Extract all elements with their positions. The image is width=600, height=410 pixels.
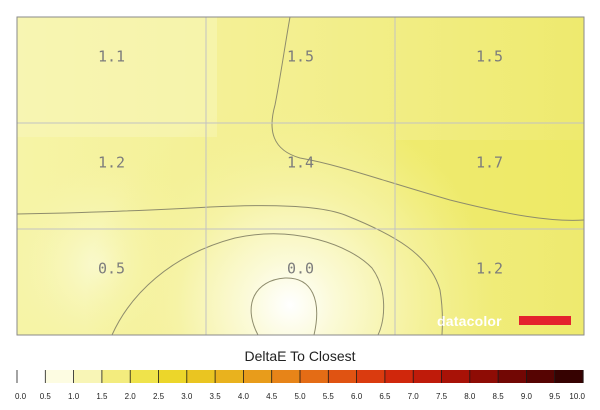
colorbar-ticks: [16, 370, 584, 383]
colorbar-tick-label: 5.0: [294, 392, 306, 401]
cell-value-label: 1.2: [476, 260, 503, 278]
datacolor-logo: datacolor: [437, 313, 571, 329]
cell-value-label: 0.0: [287, 260, 314, 278]
colorbar-swatch: [271, 370, 301, 383]
colorbar-tick-label: 3.0: [181, 392, 193, 401]
colorbar-tick-label: 4.0: [238, 392, 250, 401]
colorbar-swatch: [328, 370, 358, 383]
colorbar-tick-labels: 0.0 0.5 1.0 1.5 2.0 2.5 3.0 3.5 4.0 4.5 5.0 5.5 6.0 6…: [15, 392, 586, 401]
logo-text: datacolor: [437, 313, 502, 329]
contour-line: [17, 205, 443, 335]
colorbar-swatches: [17, 370, 584, 383]
logo-red-bar: [519, 316, 571, 325]
colorbar-tick-label: 5.5: [323, 392, 335, 401]
colorbar-tick-label: 9.0: [521, 392, 533, 401]
colorbar-swatch: [384, 370, 414, 383]
colorbar-tick-label: 0.5: [40, 392, 52, 401]
colorbar-tick-label: 2.5: [153, 392, 165, 401]
cell-value-label: 1.1: [98, 48, 125, 66]
colorbar-tick-label: 1.0: [68, 392, 80, 401]
contour-line: [111, 233, 385, 335]
colorbar-tick-label: 6.5: [379, 392, 391, 401]
colorbar-tick-label: 2.0: [125, 392, 137, 401]
cell-value-label: 1.7: [476, 154, 503, 172]
colorbar-swatch: [186, 370, 216, 383]
colorbar-swatch: [158, 370, 188, 383]
cell-value-label: 1.5: [476, 48, 503, 66]
colorbar-tick-label: 7.5: [436, 392, 448, 401]
cell-value-label: 1.4: [287, 154, 314, 172]
colorbar-swatch: [441, 370, 471, 383]
cell-value-label: 0.5: [98, 260, 125, 278]
colorbar-swatch: [356, 370, 386, 383]
colorbar-swatch: [73, 370, 103, 383]
colorbar-swatch: [469, 370, 499, 383]
colorbar-swatch: [243, 370, 273, 383]
colorbar-swatch: [498, 370, 527, 383]
cell-value-label: 1.5: [287, 48, 314, 66]
colorbar-swatch: [45, 370, 75, 383]
colorbar-tick-label: 6.0: [351, 392, 363, 401]
colorbar-tick-label: 3.5: [210, 392, 222, 401]
colorbar-swatch: [101, 370, 131, 383]
colorbar: 0.0 0.5 1.0 1.5 2.0 2.5 3.0 3.5 4.0 4.5 5.0 5.5 6.0 6…: [15, 370, 586, 401]
cell-value-label: 1.2: [98, 154, 125, 172]
colorbar-swatch: [17, 370, 46, 383]
colorbar-tick-label: 9.5: [549, 392, 561, 401]
plot-frame: [16, 16, 585, 336]
colorbar-swatch: [300, 370, 329, 383]
heatmap-center-glow: [17, 17, 584, 335]
contour-lines: [17, 17, 584, 335]
colorbar-tick-label: 4.5: [266, 392, 278, 401]
colorbar-tick-label: 1.5: [96, 392, 108, 401]
grid-lines: [17, 17, 584, 335]
colorbar-tick-label: 10.0: [569, 392, 585, 401]
contour-line: [250, 277, 318, 335]
heatmap-plot-area: 1.1 1.5 1.5 1.2 1.4 1.7 0.5 0.0 1.2 datacolor: [16, 16, 585, 336]
colorbar-swatch: [130, 370, 160, 383]
colorbar-swatch: [526, 370, 556, 383]
cell-labels: 1.1 1.5 1.5 1.2 1.4 1.7 0.5 0.0 1.2: [98, 48, 503, 278]
colorbar-tick-label: 8.5: [493, 392, 505, 401]
colorbar-tick-label: 7.0: [408, 392, 420, 401]
colorbar-tick-label: 0.0: [15, 392, 27, 401]
colorbar-swatch: [554, 370, 584, 383]
colorbar-swatch: [413, 370, 443, 383]
contour-line: [271, 17, 584, 221]
colorbar-title: DeltaE To Closest: [244, 348, 355, 364]
colorbar-tick-label: 8.0: [464, 392, 476, 401]
colorbar-swatch: [215, 370, 244, 383]
